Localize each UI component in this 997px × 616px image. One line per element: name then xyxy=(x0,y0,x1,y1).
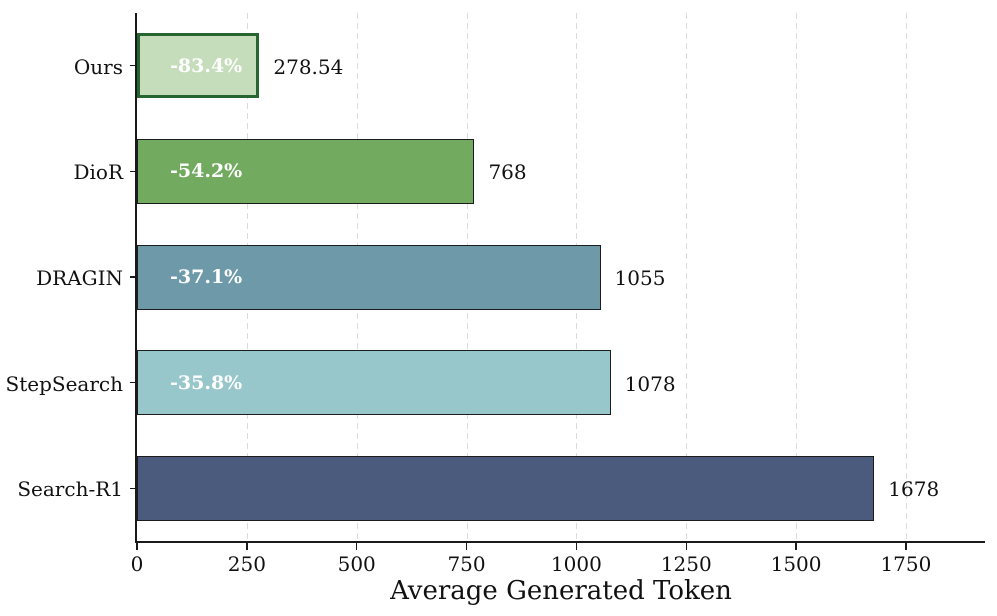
y-tick-mark xyxy=(130,381,137,384)
value-label: 1055 xyxy=(614,266,666,290)
reduction-label: -35.8% xyxy=(170,371,243,394)
gridline xyxy=(796,13,798,541)
bar-dior xyxy=(137,138,475,204)
gridline xyxy=(905,13,907,541)
category-label: Ours xyxy=(73,54,123,79)
x-tick-mark xyxy=(465,542,468,550)
value-label: 278.54 xyxy=(273,54,344,79)
value-label: 1078 xyxy=(624,371,676,396)
x-tick-mark xyxy=(575,542,578,550)
y-tick-mark xyxy=(130,487,137,489)
x-axis-line xyxy=(135,541,985,543)
y-tick-mark xyxy=(130,276,137,278)
x-axis-title: Average Generated Token xyxy=(390,576,732,606)
bar-dragin xyxy=(137,244,601,310)
bar-search-r1 xyxy=(137,455,875,521)
x-tick-mark xyxy=(795,542,797,550)
x-tick-label: 1750 xyxy=(880,552,932,576)
x-tick-label: 1250 xyxy=(660,552,712,576)
category-label: StepSearch xyxy=(5,371,123,396)
x-tick-mark xyxy=(355,542,358,550)
reduction-label: -37.1% xyxy=(170,266,243,288)
y-tick-mark xyxy=(130,65,137,67)
x-tick-mark xyxy=(136,542,138,550)
x-tick-mark xyxy=(246,542,248,550)
x-tick-mark xyxy=(905,542,907,550)
y-tick-mark xyxy=(130,170,137,173)
x-tick-label: 0 xyxy=(130,552,144,576)
value-label: 1678 xyxy=(888,477,940,502)
y-axis-line xyxy=(135,13,137,543)
category-label: DioR xyxy=(73,160,123,185)
gridline xyxy=(686,13,688,541)
x-tick-mark xyxy=(685,542,687,550)
x-tick-label: 1000 xyxy=(550,552,602,576)
category-label: Search-R1 xyxy=(17,477,123,502)
x-tick-label: 1500 xyxy=(770,552,822,576)
bar-stepsearch xyxy=(137,350,611,416)
x-tick-label: 250 xyxy=(227,552,266,576)
category-label: DRAGIN xyxy=(36,266,123,290)
x-tick-label: 500 xyxy=(337,552,376,576)
bar-ours xyxy=(137,33,260,99)
reduction-label: -54.2% xyxy=(170,160,243,183)
value-label: 768 xyxy=(488,160,527,185)
reduction-label: -83.4% xyxy=(170,54,243,77)
x-tick-label: 750 xyxy=(447,552,486,576)
